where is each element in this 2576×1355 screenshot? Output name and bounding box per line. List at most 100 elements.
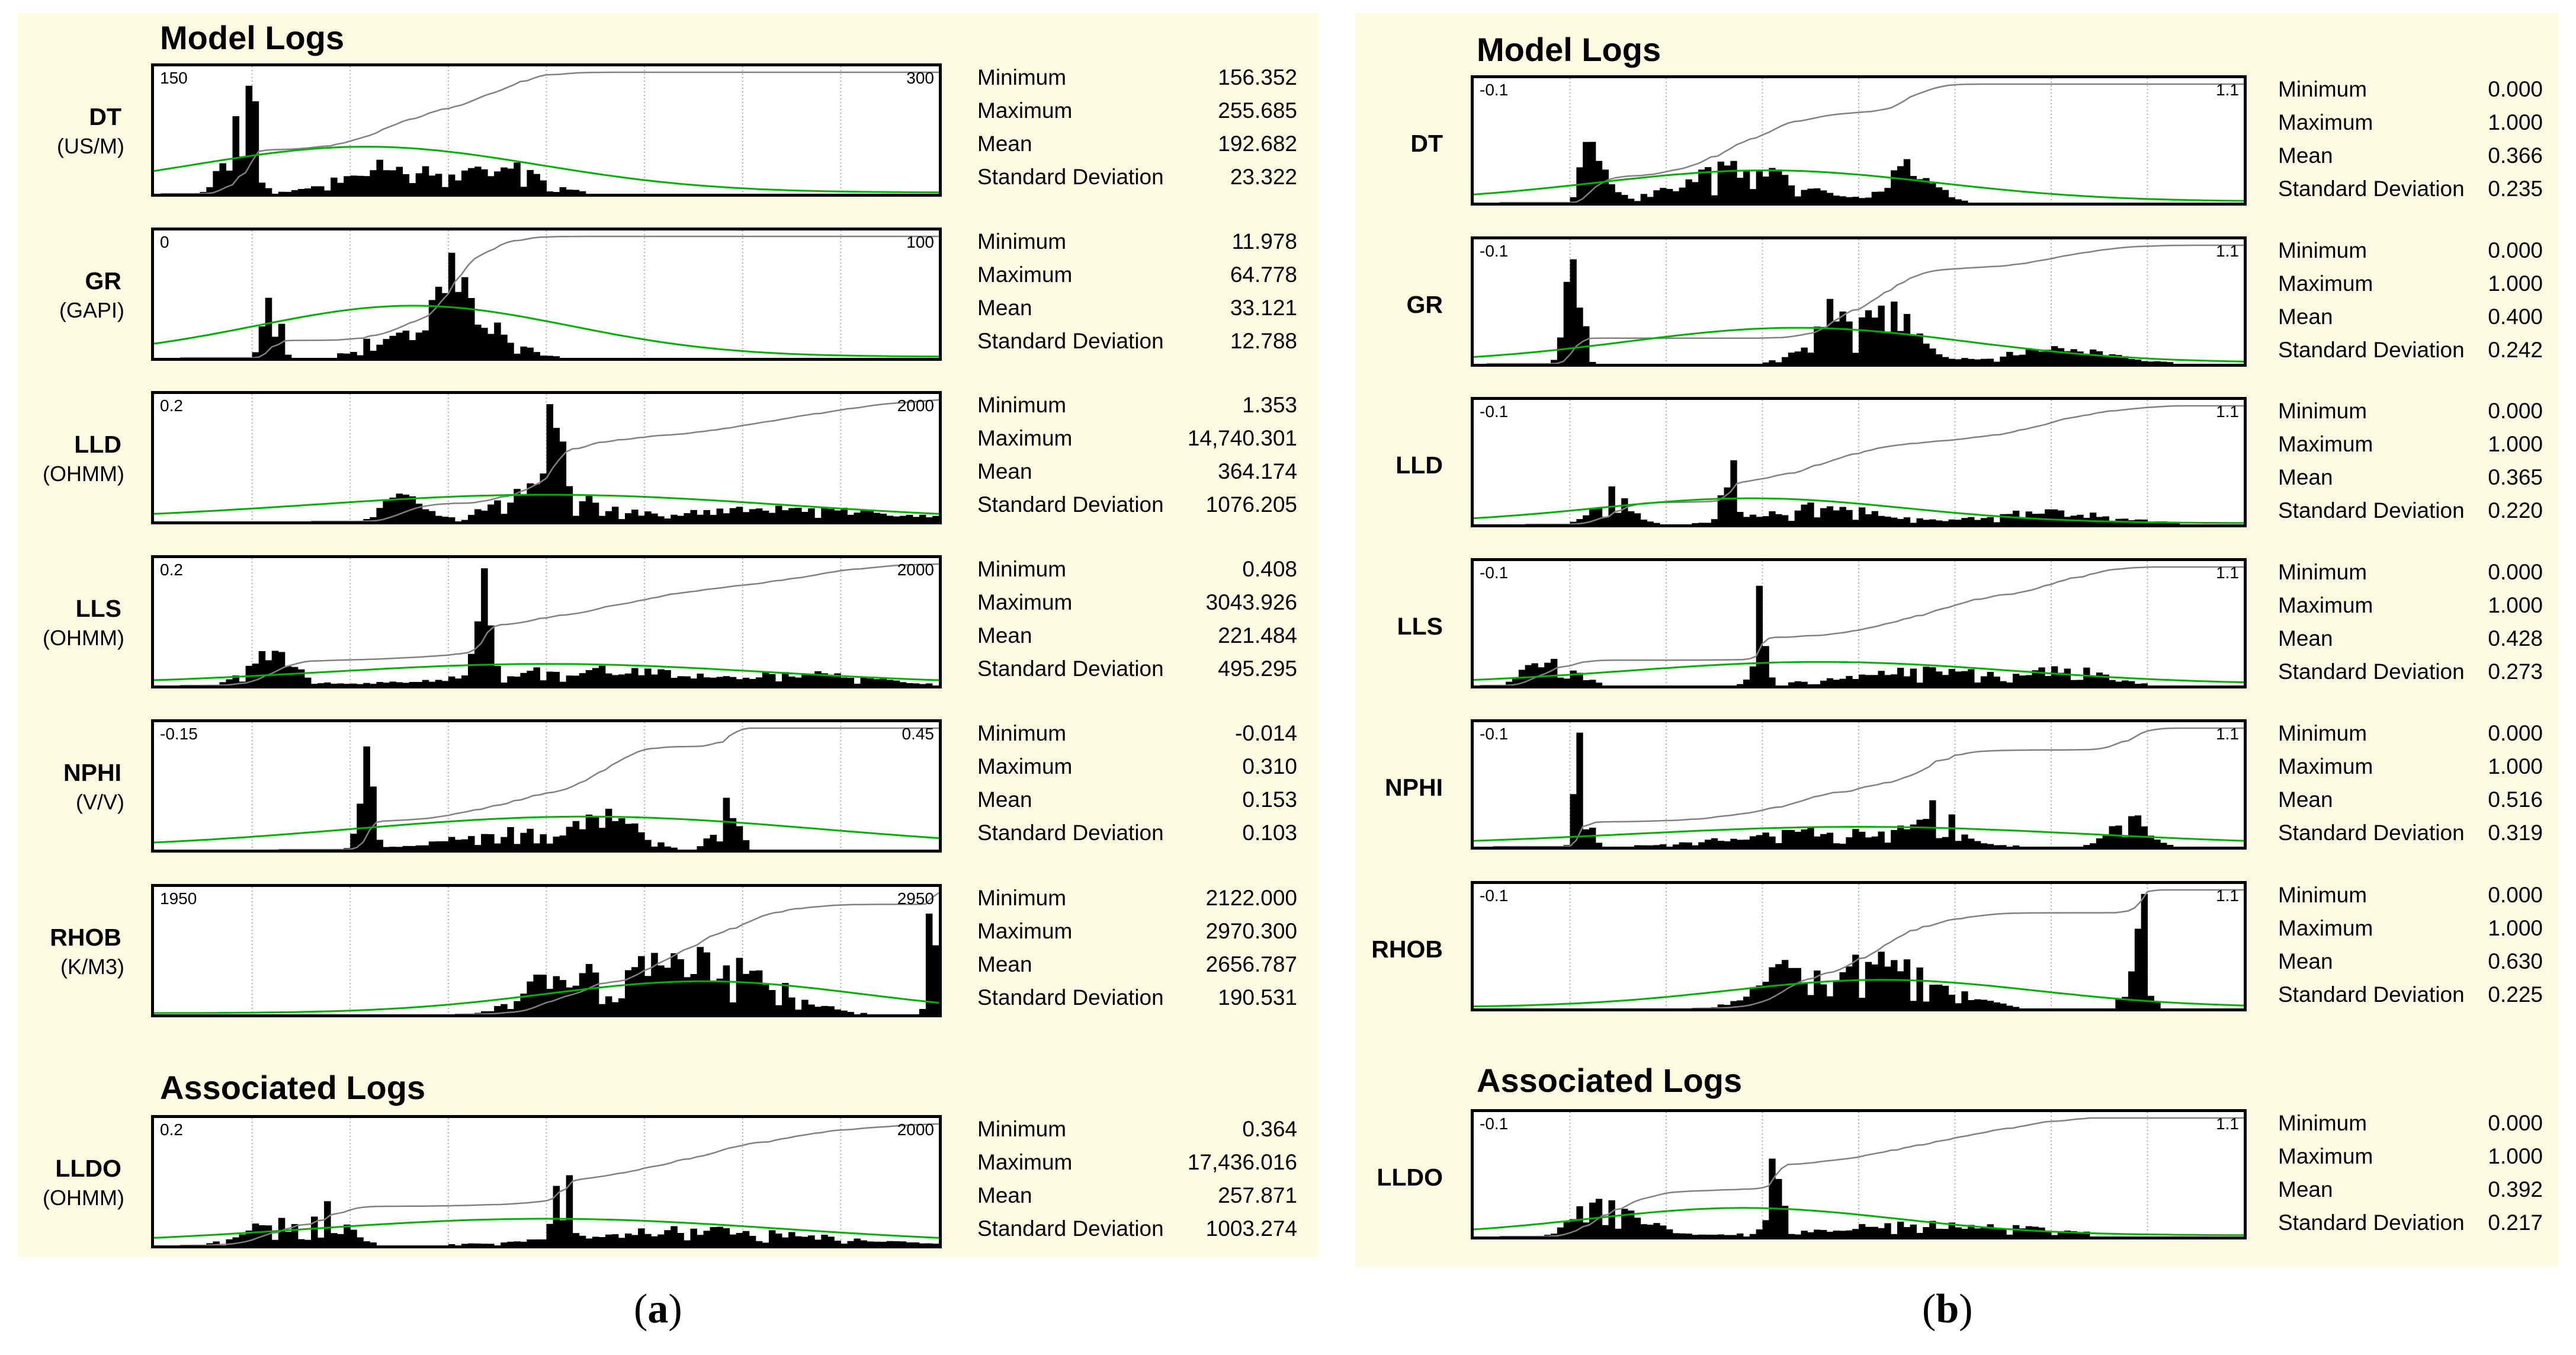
histogram-bar xyxy=(389,681,397,685)
histogram-bar xyxy=(1737,178,1744,203)
histogram-bar xyxy=(284,354,292,358)
histogram-bar xyxy=(1903,517,1911,524)
histogram-bar xyxy=(2134,928,2142,1008)
histogram-bar xyxy=(1807,1232,1814,1237)
histogram-bar xyxy=(742,840,750,850)
histogram-bar xyxy=(350,1229,357,1245)
histogram-bar xyxy=(1788,968,1795,1008)
histogram-bar xyxy=(213,1241,220,1245)
histogram-bar xyxy=(2013,674,2020,685)
histogram-bar xyxy=(742,973,750,1014)
histogram-bar xyxy=(579,973,586,1014)
histogram-bar xyxy=(454,840,462,850)
panel-b: Model Logs Associated Logs DT -0.1 1.1 Mini… xyxy=(1355,13,2559,1266)
histogram-bar xyxy=(834,510,841,521)
histogram-bar xyxy=(448,252,455,358)
histogram-bar xyxy=(2077,1232,2084,1237)
histogram-bar xyxy=(2000,845,2007,847)
histogram-bar xyxy=(1807,827,1814,847)
histogram-bar xyxy=(370,170,377,194)
histogram-bar xyxy=(1647,845,1654,847)
stat-value-minimum: 11.978 xyxy=(1231,229,1297,254)
caption-b-letter: b xyxy=(1936,1286,1959,1332)
cumulative-curve xyxy=(161,71,939,194)
histogram-bar xyxy=(1859,1224,1866,1237)
histogram-bar xyxy=(559,681,567,685)
histogram-bar xyxy=(1679,1233,1686,1237)
histogram-bar xyxy=(2102,835,2109,847)
histogram-bar xyxy=(1595,683,1603,685)
histogram-bar xyxy=(618,674,625,685)
histogram-bar xyxy=(487,504,495,521)
stat-value-maximum: 255.685 xyxy=(1218,98,1297,123)
histogram-bar xyxy=(481,169,488,194)
histogram-bar xyxy=(566,1175,573,1245)
histogram-bar xyxy=(1570,794,1577,847)
histogram-bar xyxy=(1692,523,1699,524)
normal-curve xyxy=(1474,661,2244,684)
histogram-bar xyxy=(284,191,292,194)
histogram-bar xyxy=(1756,835,1763,847)
range-max-label: 0.45 xyxy=(902,725,935,743)
histogram-bar xyxy=(1820,680,1827,685)
histogram-bar xyxy=(605,1234,612,1245)
stat-label-minimum: Minimum xyxy=(2278,238,2368,262)
histogram-bar xyxy=(1589,1202,1596,1237)
histogram-bar xyxy=(1929,667,1936,685)
histogram-bar xyxy=(344,1224,351,1245)
histogram-bar xyxy=(487,334,495,358)
histogram-bar xyxy=(841,1244,848,1245)
histogram-plot: 0.2 2000 xyxy=(151,555,942,688)
histogram-bar xyxy=(808,1235,815,1245)
stat-label-standard-deviation: Standard Deviation xyxy=(977,1216,1164,1241)
histogram-bar xyxy=(1859,317,1866,364)
histogram-svg xyxy=(1474,78,2244,203)
histogram-bar xyxy=(396,847,403,850)
histogram-bar xyxy=(1621,1209,1628,1237)
histogram-bar xyxy=(899,515,907,521)
histogram-bar xyxy=(540,355,547,358)
histogram-bar xyxy=(919,514,926,521)
histogram-bar xyxy=(657,1234,665,1245)
histogram-bar xyxy=(553,192,560,194)
range-min-label: 0 xyxy=(160,233,169,251)
histogram-bar xyxy=(454,678,462,685)
histogram-bar xyxy=(435,515,442,521)
stat-value-maximum: 1.000 xyxy=(2488,593,2543,617)
histogram-bar xyxy=(618,519,625,521)
histogram-bar xyxy=(1814,517,1821,524)
histogram-bar xyxy=(729,677,737,685)
histogram-bar xyxy=(317,186,325,194)
histogram-bar xyxy=(585,1238,593,1245)
histogram-bar xyxy=(1878,671,1885,685)
stat-value-maximum: 17,436.016 xyxy=(1187,1150,1297,1174)
histogram-bar xyxy=(749,509,756,521)
histogram-bar xyxy=(1711,195,1718,203)
histogram-bar xyxy=(1794,968,1801,1008)
histogram-bar xyxy=(468,168,475,194)
histogram-bar xyxy=(690,510,697,521)
histogram-svg xyxy=(1474,561,2244,685)
histogram-bar xyxy=(1788,185,1795,203)
histogram-bar xyxy=(507,1241,514,1245)
stat-value-minimum: 0.000 xyxy=(2488,238,2543,262)
histogram-bar xyxy=(284,1231,292,1245)
stat-value-minimum: 0.000 xyxy=(2488,721,2543,745)
histogram-bar xyxy=(1923,1227,1930,1237)
histogram-bar xyxy=(2045,675,2052,685)
stat-value-maximum: 1.000 xyxy=(2488,754,2543,779)
histogram-bar xyxy=(644,1234,652,1245)
histogram-bar xyxy=(559,441,567,521)
normal-curve xyxy=(1474,979,2244,1008)
histogram-bar xyxy=(1628,1210,1635,1237)
histogram-bar xyxy=(579,829,586,850)
histogram-bar xyxy=(1544,662,1551,685)
stat-value-standard-deviation: 0.103 xyxy=(1242,821,1297,845)
histogram-bar xyxy=(671,847,678,850)
histogram-bar xyxy=(501,1242,508,1245)
histogram-bar xyxy=(1955,1227,1962,1237)
histogram-bar xyxy=(2096,351,2103,364)
histogram-bar xyxy=(755,677,763,685)
stat-label-mean: Mean xyxy=(2278,626,2333,651)
cumulative-curve xyxy=(1499,83,2244,203)
